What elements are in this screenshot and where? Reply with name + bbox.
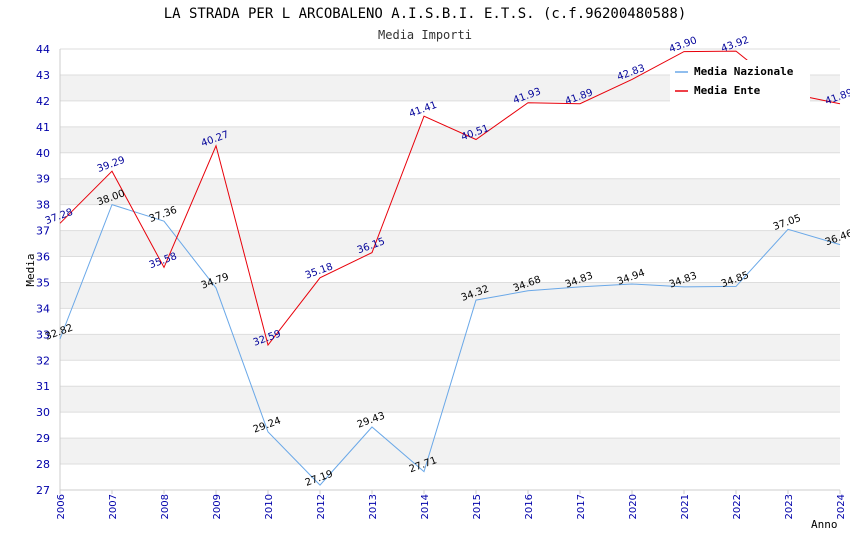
x-tick-label: 2007 (108, 494, 119, 519)
gridlines (60, 48, 840, 491)
x-tick-label: 2016 (524, 494, 535, 519)
x-tick-label: 2015 (472, 494, 483, 519)
x-tick-label: 2014 (420, 494, 431, 519)
x-axis-label: Anno (811, 518, 838, 531)
y-axis-label: Media (24, 253, 37, 286)
x-tick-label: 2013 (368, 494, 379, 519)
y-tick-label: 31 (36, 380, 50, 393)
legend-label-ente: Media Ente (694, 84, 761, 97)
data-labels: 32.8238.0037.3634.7929.2427.1929.4327.71… (44, 35, 850, 489)
y-tick-label: 35 (36, 276, 50, 289)
y-tick-label: 42 (36, 95, 50, 108)
y-tick-label: 33 (36, 328, 50, 341)
x-tick-label: 2012 (316, 494, 327, 519)
y-tick-label: 34 (36, 302, 50, 315)
x-tick-label: 2009 (212, 494, 223, 519)
y-axis-ticks: 27 28 29 30 31 32 33 34 35 36 37 38 39 40 41 42 43 44 (36, 43, 50, 497)
chart-subtitle: Media Importi (378, 28, 472, 42)
legend-box (670, 60, 810, 102)
legend: Media Nazionale Media Ente (670, 60, 810, 102)
y-tick-label: 43 (36, 69, 50, 82)
data-label-ente: 41.41 (408, 100, 439, 120)
y-tick-label: 27 (36, 484, 50, 497)
axes (59, 49, 840, 491)
data-label-nazionale: 27.19 (304, 469, 335, 489)
y-tick-label: 29 (36, 432, 50, 445)
x-tick-label: 2021 (680, 494, 691, 519)
x-tick-label: 2024 (836, 494, 847, 519)
series-lines (59, 50, 841, 486)
y-tick-label: 39 (36, 173, 50, 186)
grid-band (60, 438, 840, 465)
grid-band (60, 334, 840, 361)
y-tick-label: 37 (36, 225, 50, 238)
y-tick-label: 28 (36, 458, 50, 471)
y-tick-label: 36 (36, 251, 50, 264)
legend-label-nazionale: Media Nazionale (694, 65, 794, 78)
x-tick-label: 2010 (264, 494, 275, 519)
x-tick-label: 2008 (160, 494, 171, 519)
grid-band (60, 386, 840, 413)
grid-band (60, 230, 840, 257)
chart-title: LA STRADA PER L ARCOBALENO A.I.S.B.I. E.… (164, 6, 687, 22)
series-line-ente (59, 50, 841, 347)
x-tick-label: 2006 (56, 494, 67, 519)
grid-band (60, 126, 840, 153)
y-tick-label: 44 (36, 43, 50, 56)
grid-band (60, 178, 840, 205)
x-tick-label: 2023 (784, 494, 795, 519)
grid-bands (60, 74, 840, 465)
y-tick-label: 41 (36, 121, 50, 134)
y-tick-label: 32 (36, 354, 50, 367)
x-tick-label: 2022 (732, 494, 743, 519)
x-tick-label: 2017 (576, 494, 587, 519)
series-line-nazionale (59, 203, 841, 486)
data-label-nazionale: 29.24 (252, 415, 283, 435)
x-tick-label: 2020 (628, 494, 639, 519)
y-tick-label: 40 (36, 147, 50, 160)
y-tick-label: 30 (36, 406, 50, 419)
y-tick-label: 38 (36, 199, 50, 212)
x-axis-ticks: 2006 2007 2008 2009 2010 2012 2013 2014 2015 2016… (56, 490, 847, 519)
data-label-nazionale: 37.36 (148, 205, 179, 225)
data-label-ente: 43.92 (720, 35, 751, 55)
